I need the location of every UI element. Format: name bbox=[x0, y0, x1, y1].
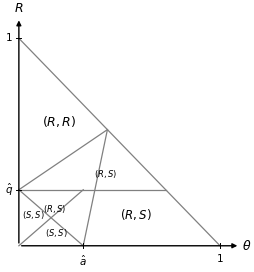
Text: $(S, S)$: $(S, S)$ bbox=[45, 227, 68, 239]
Text: $\theta$: $\theta$ bbox=[242, 239, 251, 253]
Text: $(R, S)$: $(R, S)$ bbox=[120, 208, 151, 222]
Text: 1: 1 bbox=[6, 33, 13, 43]
Text: $R$: $R$ bbox=[14, 2, 24, 16]
Text: $(R, S)$: $(R, S)$ bbox=[94, 168, 117, 180]
Text: $(R, R)$: $(R, R)$ bbox=[42, 114, 76, 129]
Text: $(S, S)$: $(S, S)$ bbox=[22, 209, 44, 221]
Text: $\hat{q}$: $\hat{q}$ bbox=[5, 182, 13, 198]
Text: $(R, S)$: $(R, S)$ bbox=[43, 203, 66, 215]
Text: 1: 1 bbox=[217, 254, 223, 264]
Text: $\hat{a}$: $\hat{a}$ bbox=[79, 254, 87, 268]
